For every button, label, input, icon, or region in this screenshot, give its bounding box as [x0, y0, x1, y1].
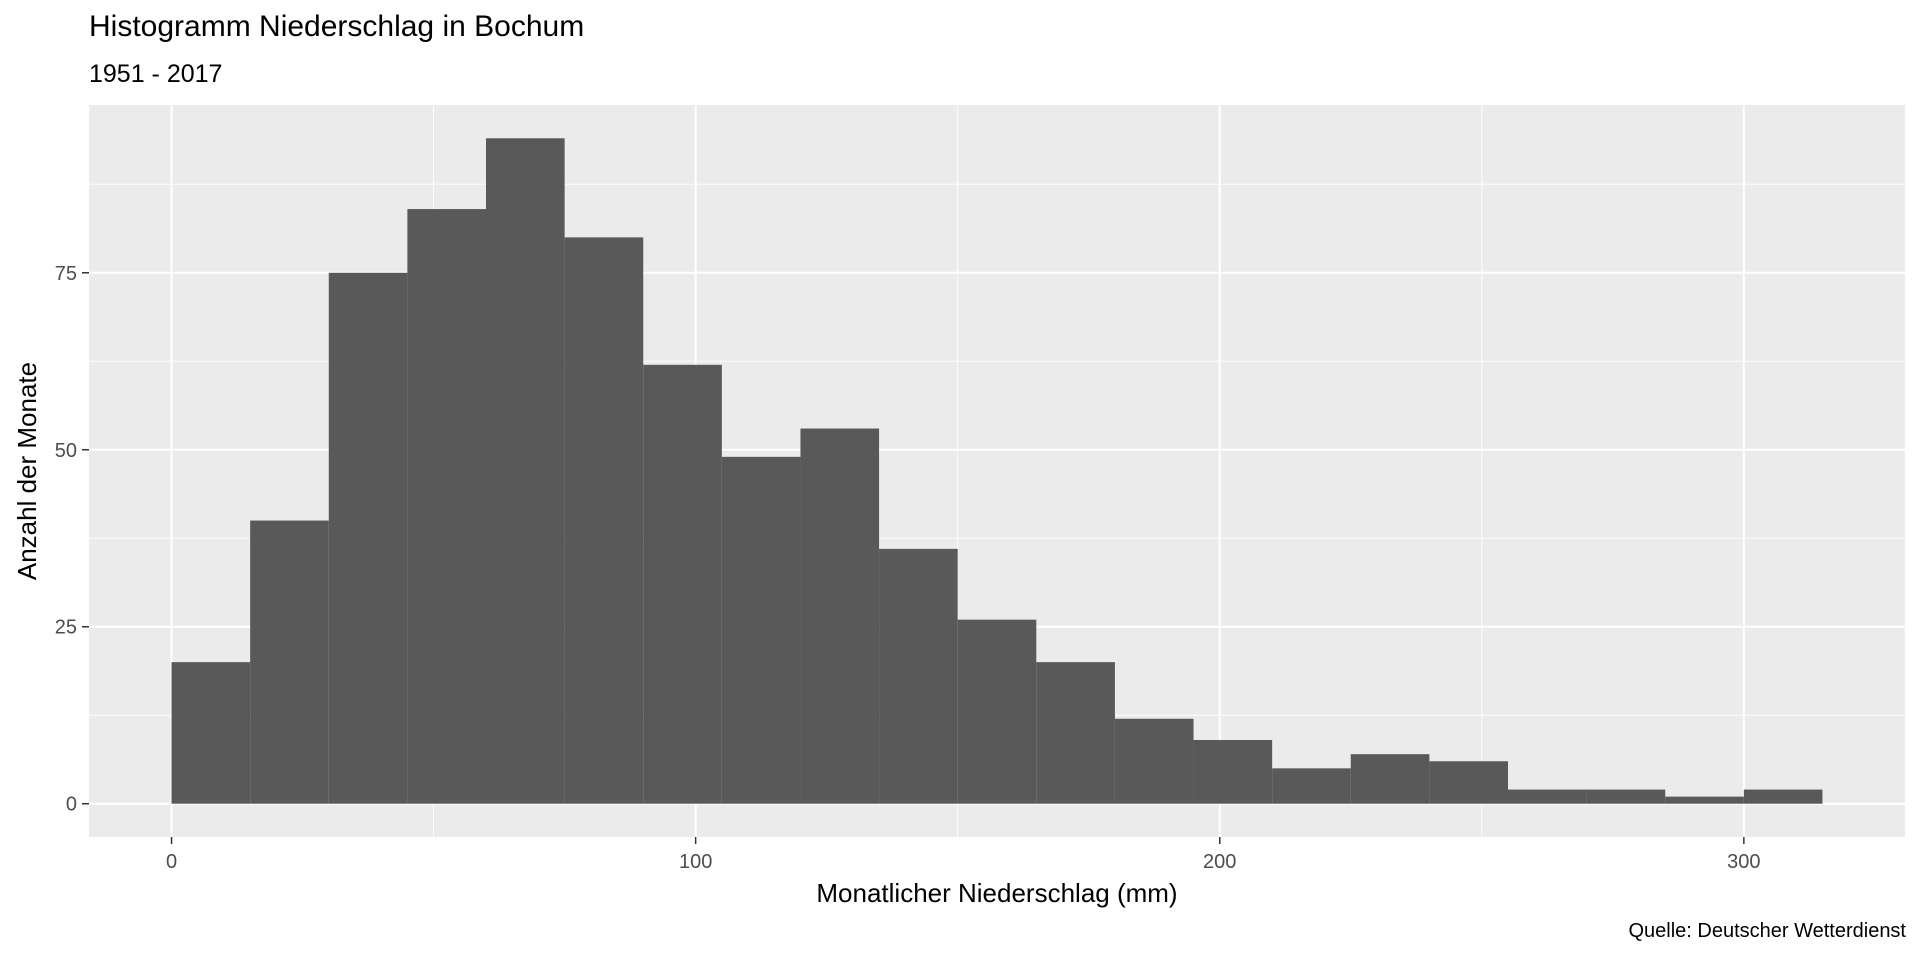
histogram-bar: [643, 364, 722, 804]
histogram-bar: [879, 548, 958, 804]
histogram-bar: [1193, 740, 1273, 804]
histogram-bar: [171, 662, 251, 804]
chart-subtitle: 1951 - 2017: [89, 60, 223, 88]
histogram-bar: [486, 138, 565, 804]
chart-caption: Quelle: Deutscher Wetterdienst: [1628, 920, 1906, 942]
histogram-bar: [1743, 789, 1823, 804]
histogram-bar: [328, 272, 408, 804]
histogram-bars: [171, 138, 1823, 804]
x-tick-label: 200: [1203, 851, 1236, 873]
chart-title: Histogramm Niederschlag in Bochum: [89, 10, 585, 43]
histogram-bar: [1350, 754, 1430, 804]
y-tick-label: 50: [55, 440, 77, 462]
x-tick-label: 0: [166, 851, 177, 873]
histogram-bar: [1429, 761, 1508, 804]
histogram-bar: [957, 619, 1037, 804]
y-tick-label: 25: [55, 617, 77, 639]
x-tick-label: 300: [1727, 851, 1760, 873]
y-tick-label: 0: [66, 794, 77, 816]
x-tick-label: 100: [679, 851, 712, 873]
histogram-bar: [1114, 718, 1194, 804]
histogram-bar: [800, 428, 880, 804]
histogram-bar: [1507, 789, 1587, 804]
histogram-bar: [721, 456, 801, 804]
histogram-bar: [1036, 662, 1115, 804]
histogram-bar: [407, 209, 487, 804]
histogram-bar: [1665, 796, 1744, 804]
y-axis-title: Anzahl der Monate: [12, 362, 42, 580]
histogram-bar: [1272, 768, 1351, 804]
x-axis-title: Monatlicher Niederschlag (mm): [816, 878, 1177, 908]
y-tick-label: 75: [55, 263, 77, 285]
histogram-bar: [250, 520, 329, 804]
axis-ticks: 0 100 200 300 0 25 50 75: [55, 263, 1761, 873]
histogram-bar: [564, 237, 644, 804]
histogram-bar: [1586, 789, 1666, 804]
